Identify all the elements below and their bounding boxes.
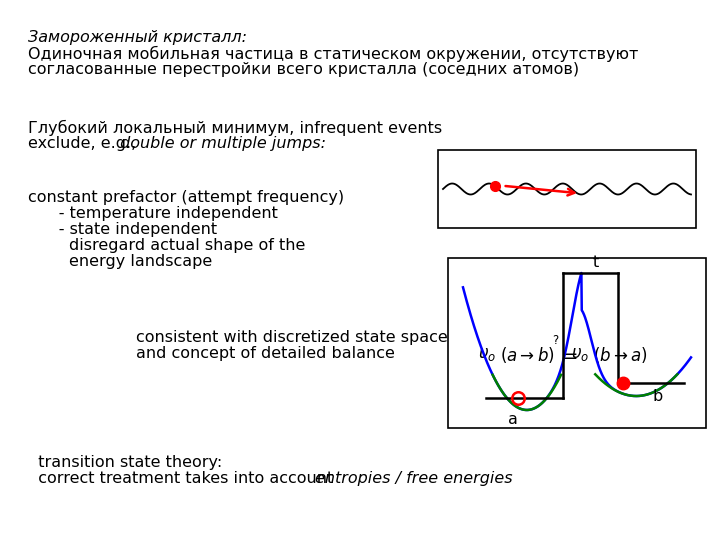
Text: a: a xyxy=(508,412,518,427)
Text: Глубокий локальный минимум, infrequent events: Глубокий локальный минимум, infrequent e… xyxy=(28,120,442,136)
Text: disregard actual shape of the: disregard actual shape of the xyxy=(28,238,305,253)
Text: energy landscape: energy landscape xyxy=(28,254,212,269)
Text: $(b{\rightarrow}a)$: $(b{\rightarrow}a)$ xyxy=(593,345,648,365)
Text: double or multiple jumps:: double or multiple jumps: xyxy=(115,136,326,151)
Text: - state independent: - state independent xyxy=(28,222,217,237)
Text: $=$: $=$ xyxy=(558,345,578,364)
Text: $(a{\rightarrow}b)$: $(a{\rightarrow}b)$ xyxy=(500,345,554,365)
Text: correct treatment takes into account: correct treatment takes into account xyxy=(28,471,348,486)
Text: entropies / free energies: entropies / free energies xyxy=(315,471,513,486)
Text: $\upsilon_o$: $\upsilon_o$ xyxy=(478,345,496,363)
Text: согласованные перестройки всего кристалла (соседних атомов): согласованные перестройки всего кристалл… xyxy=(28,62,579,77)
Text: b: b xyxy=(652,389,663,404)
Text: $\upsilon_o$: $\upsilon_o$ xyxy=(571,345,589,363)
Text: and concept of detailed balance: and concept of detailed balance xyxy=(95,346,395,361)
Bar xyxy=(448,258,706,428)
Text: Замороженный кристалл:: Замороженный кристалл: xyxy=(28,30,247,45)
Text: constant prefactor (attempt frequency): constant prefactor (attempt frequency) xyxy=(28,190,344,205)
Text: transition state theory:: transition state theory: xyxy=(28,455,222,470)
Text: - temperature independent: - temperature independent xyxy=(28,206,278,221)
Text: consistent with discretized state space: consistent with discretized state space xyxy=(95,330,448,345)
Text: t: t xyxy=(593,255,599,270)
Text: ?: ? xyxy=(552,334,558,347)
Text: Одиночная мобильная частица в статическом окружении, отсутствуют: Одиночная мобильная частица в статическо… xyxy=(28,46,639,62)
Bar xyxy=(438,150,696,228)
Text: exclude, e.g.,: exclude, e.g., xyxy=(28,136,146,151)
